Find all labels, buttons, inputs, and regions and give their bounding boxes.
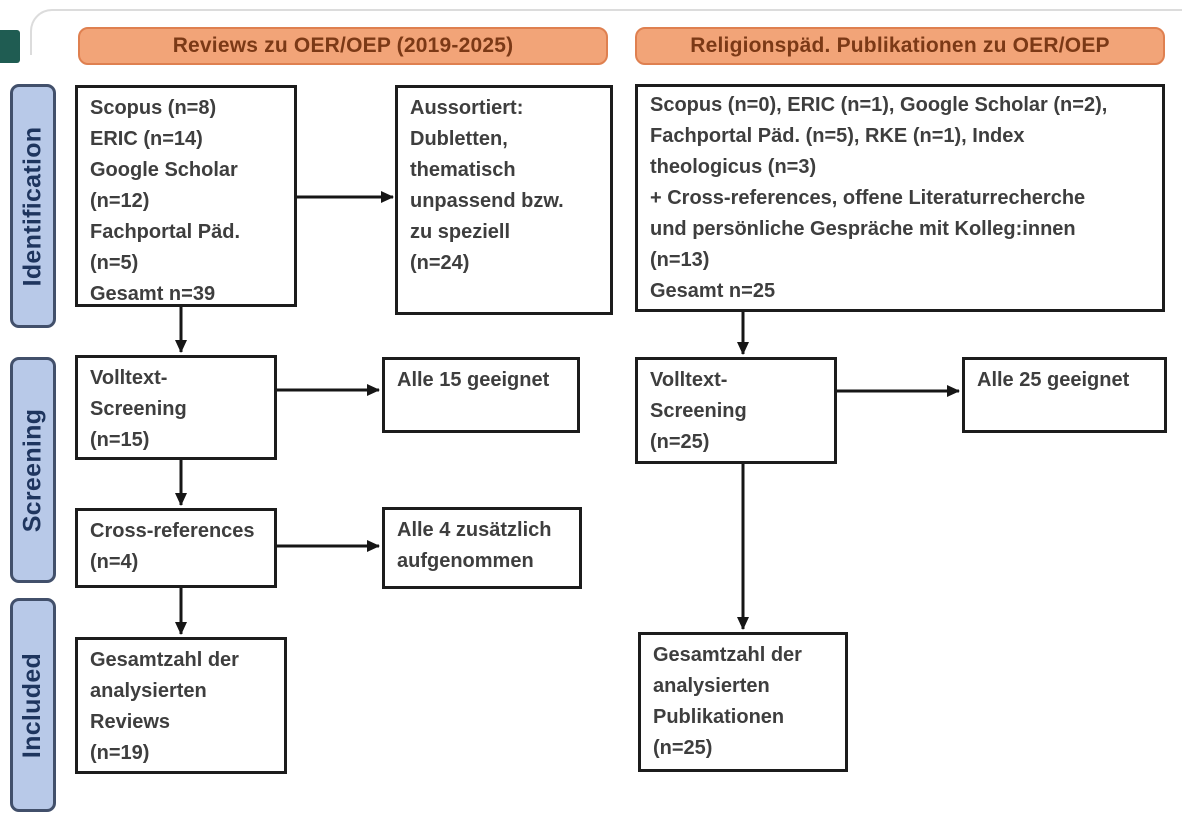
column-header-reviews: Reviews zu OER/OEP (2019-2025) (78, 27, 608, 65)
box-excluded-left: Aussortiert: Dubletten, thematisch unpas… (395, 85, 613, 315)
box-included-total-left: Gesamtzahl der analysierten Reviews (n=1… (75, 637, 287, 774)
column-header-religionspaed: Religionspäd. Publikationen zu OER/OEP (635, 27, 1165, 65)
box-sources-left: Scopus (n=8) ERIC (n=14) Google Scholar … (75, 85, 297, 307)
box-included-total-right: Gesamtzahl der analysierten Publikatione… (638, 632, 848, 772)
box-fulltext-screening-right: Volltext- Screening (n=25) (635, 357, 837, 464)
corner-accent (0, 30, 20, 63)
stage-label-identification: Identification (10, 84, 56, 328)
stage-label-screening: Screening (10, 357, 56, 583)
box-screening-result-left: Alle 15 geeignet (382, 357, 580, 433)
stage-label-identification-text: Identification (18, 126, 47, 286)
box-fulltext-screening-left: Volltext- Screening (n=15) (75, 355, 277, 460)
stage-label-screening-text: Screening (18, 408, 47, 532)
stage-label-included: Included (10, 598, 56, 812)
box-crossref-result-left: Alle 4 zusätzlich aufgenommen (382, 507, 582, 589)
box-sources-right: Scopus (n=0), ERIC (n=1), Google Scholar… (635, 84, 1165, 312)
stage-label-included-text: Included (18, 652, 47, 758)
box-screening-result-right: Alle 25 geeignet (962, 357, 1167, 433)
box-crossreferences-left: Cross-references (n=4) (75, 508, 277, 588)
